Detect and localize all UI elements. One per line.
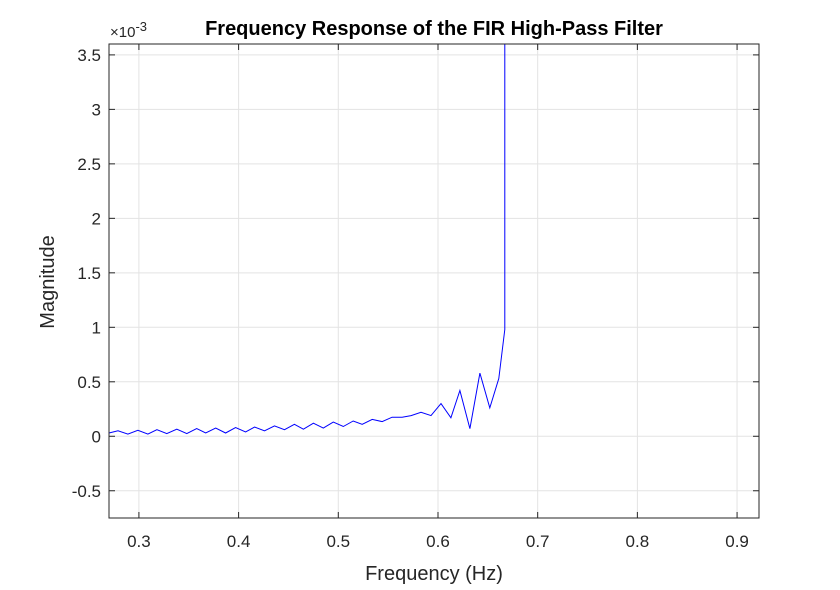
y-tick-label: 2.5 bbox=[77, 155, 101, 174]
plot-area bbox=[109, 44, 759, 518]
y-tick-label: 0 bbox=[92, 427, 101, 446]
axes-box bbox=[108, 43, 760, 519]
y-tick-label: 1.5 bbox=[77, 264, 101, 283]
y-tick-label: 1 bbox=[92, 318, 101, 337]
chart-title: Frequency Response of the FIR High-Pass … bbox=[205, 18, 663, 40]
x-axis-label: Frequency (Hz) bbox=[365, 563, 503, 585]
y-tick-labels: -0.5 0 0.5 1 1.5 2 2.5 3 3.5 bbox=[72, 46, 101, 501]
tick-marks bbox=[109, 44, 759, 518]
grid-lines bbox=[109, 44, 759, 518]
y-tick-label: -0.5 bbox=[72, 482, 101, 501]
x-tick-label: 0.6 bbox=[426, 532, 450, 551]
x-tick-label: 0.8 bbox=[626, 532, 650, 551]
x-tick-label: 0.3 bbox=[127, 532, 151, 551]
y-exponent-label: ×10-3 bbox=[110, 19, 147, 41]
x-tick-label: 0.7 bbox=[526, 532, 550, 551]
y-tick-label: 0.5 bbox=[77, 373, 101, 392]
x-tick-label: 0.5 bbox=[326, 532, 350, 551]
y-tick-label: 3 bbox=[92, 100, 101, 119]
series-group bbox=[108, 44, 506, 435]
y-tick-label: 3.5 bbox=[77, 46, 101, 65]
x-tick-labels: 0.3 0.4 0.5 0.6 0.7 0.8 0.9 bbox=[127, 532, 749, 551]
y-axis-label: Magnitude bbox=[37, 235, 59, 328]
x-tick-label: 0.9 bbox=[725, 532, 749, 551]
x-tick-label: 0.4 bbox=[227, 532, 251, 551]
y-tick-label: 2 bbox=[92, 209, 101, 228]
magnitude-line bbox=[108, 44, 506, 435]
